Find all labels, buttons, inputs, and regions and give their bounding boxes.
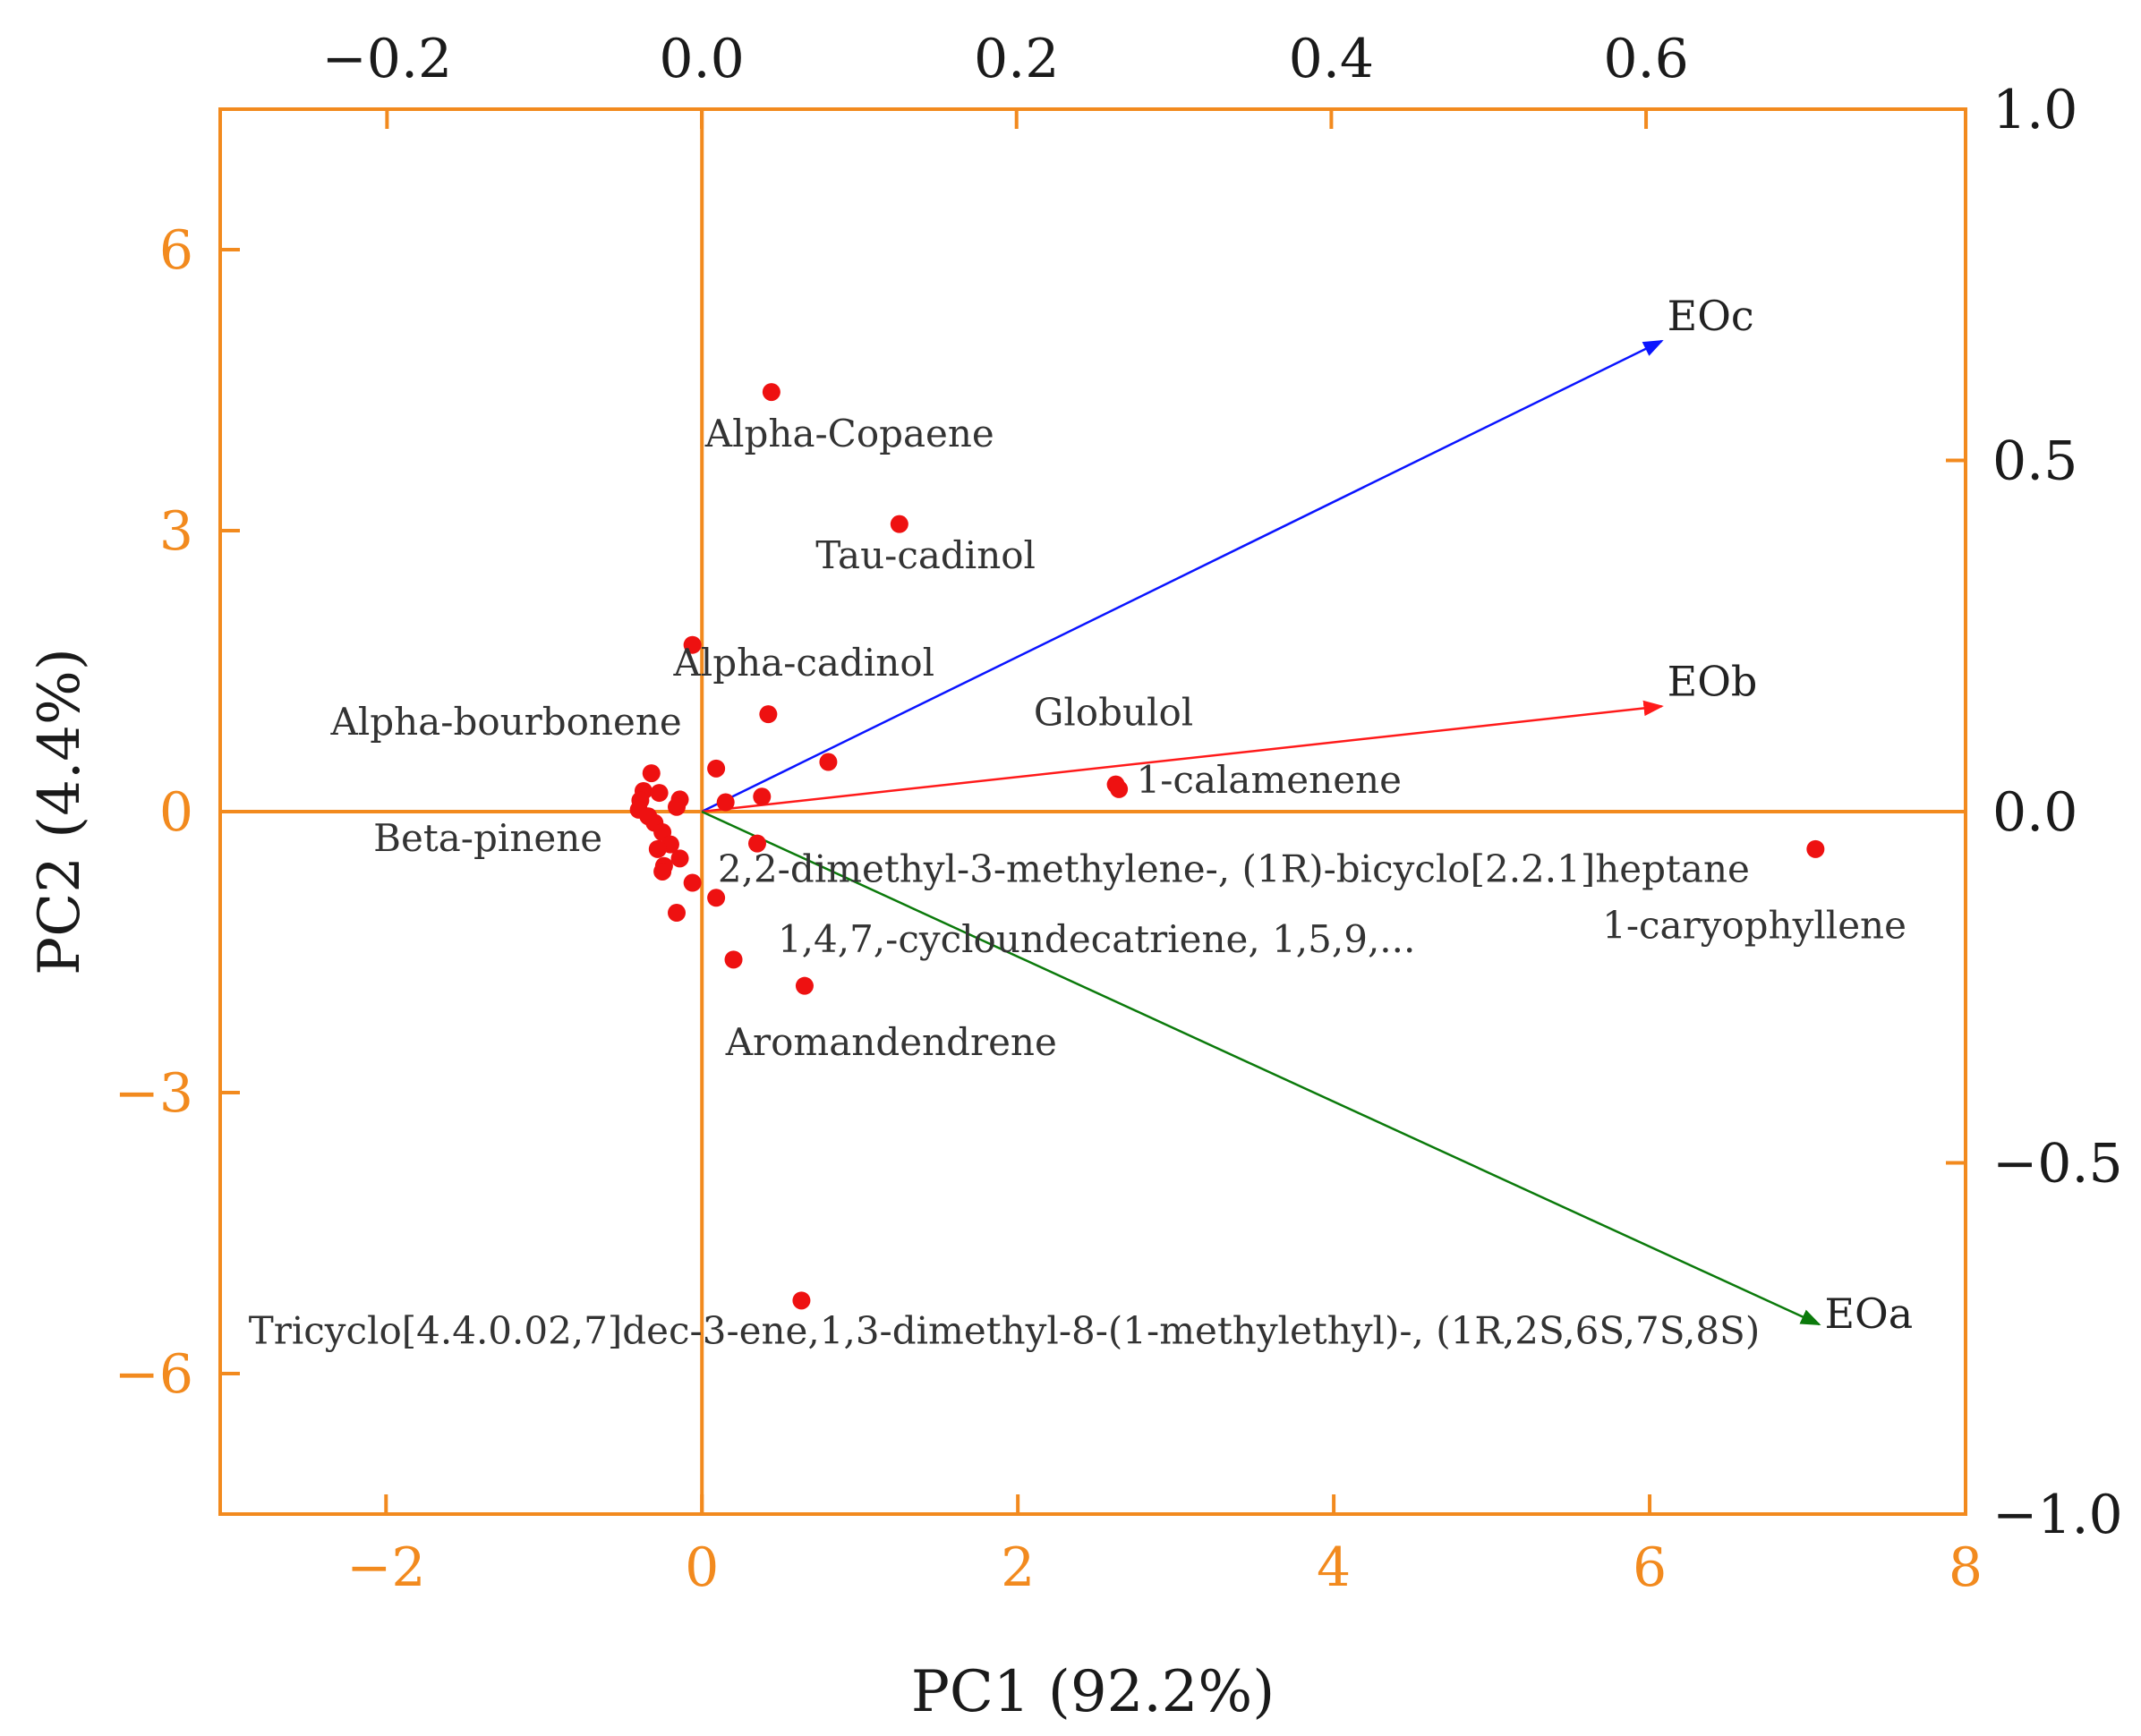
score-point — [759, 705, 778, 724]
x-tick-label: 2 — [1001, 1536, 1035, 1599]
x-tick-label: 4 — [1317, 1536, 1351, 1599]
right-y-tick-label: 1.0 — [1992, 79, 2077, 141]
score-point — [668, 904, 686, 923]
score-point — [716, 793, 735, 812]
point-label: Tau-cadinol — [815, 533, 1036, 577]
score-points — [629, 383, 1825, 1310]
point-label: Alpha-cadinol — [672, 641, 934, 685]
score-point — [707, 889, 726, 907]
score-point — [1806, 839, 1825, 858]
score-point — [670, 849, 689, 868]
loading-arrow-eoc — [701, 339, 1664, 813]
point-labels: Alpha-Copaene Tau-cadinol Alpha-cadinol Alp… — [249, 412, 1906, 1353]
score-point — [653, 862, 672, 881]
right-y-tick-label: −1.0 — [1992, 1484, 2123, 1546]
score-point — [648, 839, 667, 858]
y-axis-title: PC2 (4.4%) — [27, 648, 93, 975]
top-x-tick-label: −0.2 — [322, 28, 453, 90]
x-tick-label: −2 — [346, 1536, 425, 1599]
y-tick-label: −3 — [115, 1062, 193, 1125]
x-tick-label: 6 — [1633, 1536, 1667, 1599]
score-point — [792, 1291, 811, 1310]
axis-tick-labels: −2 0 2 4 6 8 −6 −3 0 3 6 −0.2 0.0 0.2 0.4 0.6 −1.0 −0.5 0.… — [115, 28, 2123, 1599]
loading-label-eoc: EOc — [1668, 292, 1754, 340]
loading-arrows: EOc EOb EOa — [701, 292, 1913, 1338]
score-point — [642, 764, 661, 783]
point-label: 1-calamenene — [1137, 758, 1402, 802]
point-label: Alpha-Copaene — [704, 412, 994, 455]
score-point — [724, 950, 743, 969]
x-tick-label: 8 — [1949, 1536, 1983, 1599]
loading-arrow-eoa — [701, 810, 1821, 1326]
top-x-tick-label: 0.0 — [659, 28, 744, 90]
point-label: Aromandendrene — [725, 1020, 1057, 1064]
score-point — [890, 515, 908, 533]
score-point — [762, 383, 780, 402]
score-point — [748, 834, 766, 853]
score-point — [707, 759, 726, 778]
y-tick-label: 3 — [159, 500, 193, 563]
score-point — [1110, 779, 1129, 798]
loading-label-eob: EOb — [1668, 657, 1758, 705]
point-label: Alpha-bourbonene — [330, 700, 682, 744]
y-tick-label: −6 — [115, 1343, 193, 1406]
y-tick-label: 0 — [159, 781, 193, 844]
top-x-tick-label: 0.6 — [1603, 28, 1688, 90]
point-label: 1,4,7,-cycloundecatriene, 1,5,9,... — [778, 917, 1415, 961]
x-tick-label: 0 — [685, 1536, 719, 1599]
point-label: Beta-pinene — [373, 816, 602, 860]
point-label: Globulol — [1034, 691, 1193, 735]
score-point — [683, 635, 702, 654]
score-point — [753, 787, 772, 806]
loading-label-eoa: EOa — [1824, 1289, 1913, 1338]
axis-ticks — [220, 107, 1967, 1516]
y-tick-label: 6 — [159, 219, 193, 282]
score-point — [683, 873, 702, 892]
score-point — [795, 976, 814, 995]
score-point — [819, 753, 838, 771]
score-point — [650, 784, 669, 803]
top-x-tick-label: 0.2 — [974, 28, 1059, 90]
point-label: 1-caryophyllene — [1602, 903, 1906, 947]
x-axis-title: PC1 (92.2%) — [911, 1659, 1275, 1725]
right-y-tick-label: 0.5 — [1992, 430, 2077, 493]
right-y-tick-label: −0.5 — [1992, 1133, 2123, 1196]
right-y-tick-label: 0.0 — [1992, 781, 2077, 844]
score-point — [668, 797, 686, 816]
top-x-tick-label: 0.4 — [1289, 28, 1374, 90]
loading-arrow-eob — [701, 700, 1664, 813]
point-label: 2,2-dimethyl-3-methylene-, (1R)-bicyclo[… — [718, 847, 1750, 891]
point-label: Tricyclo[4.4.0.02,7]dec-3-ene,1,3-dimeth… — [249, 1309, 1760, 1353]
